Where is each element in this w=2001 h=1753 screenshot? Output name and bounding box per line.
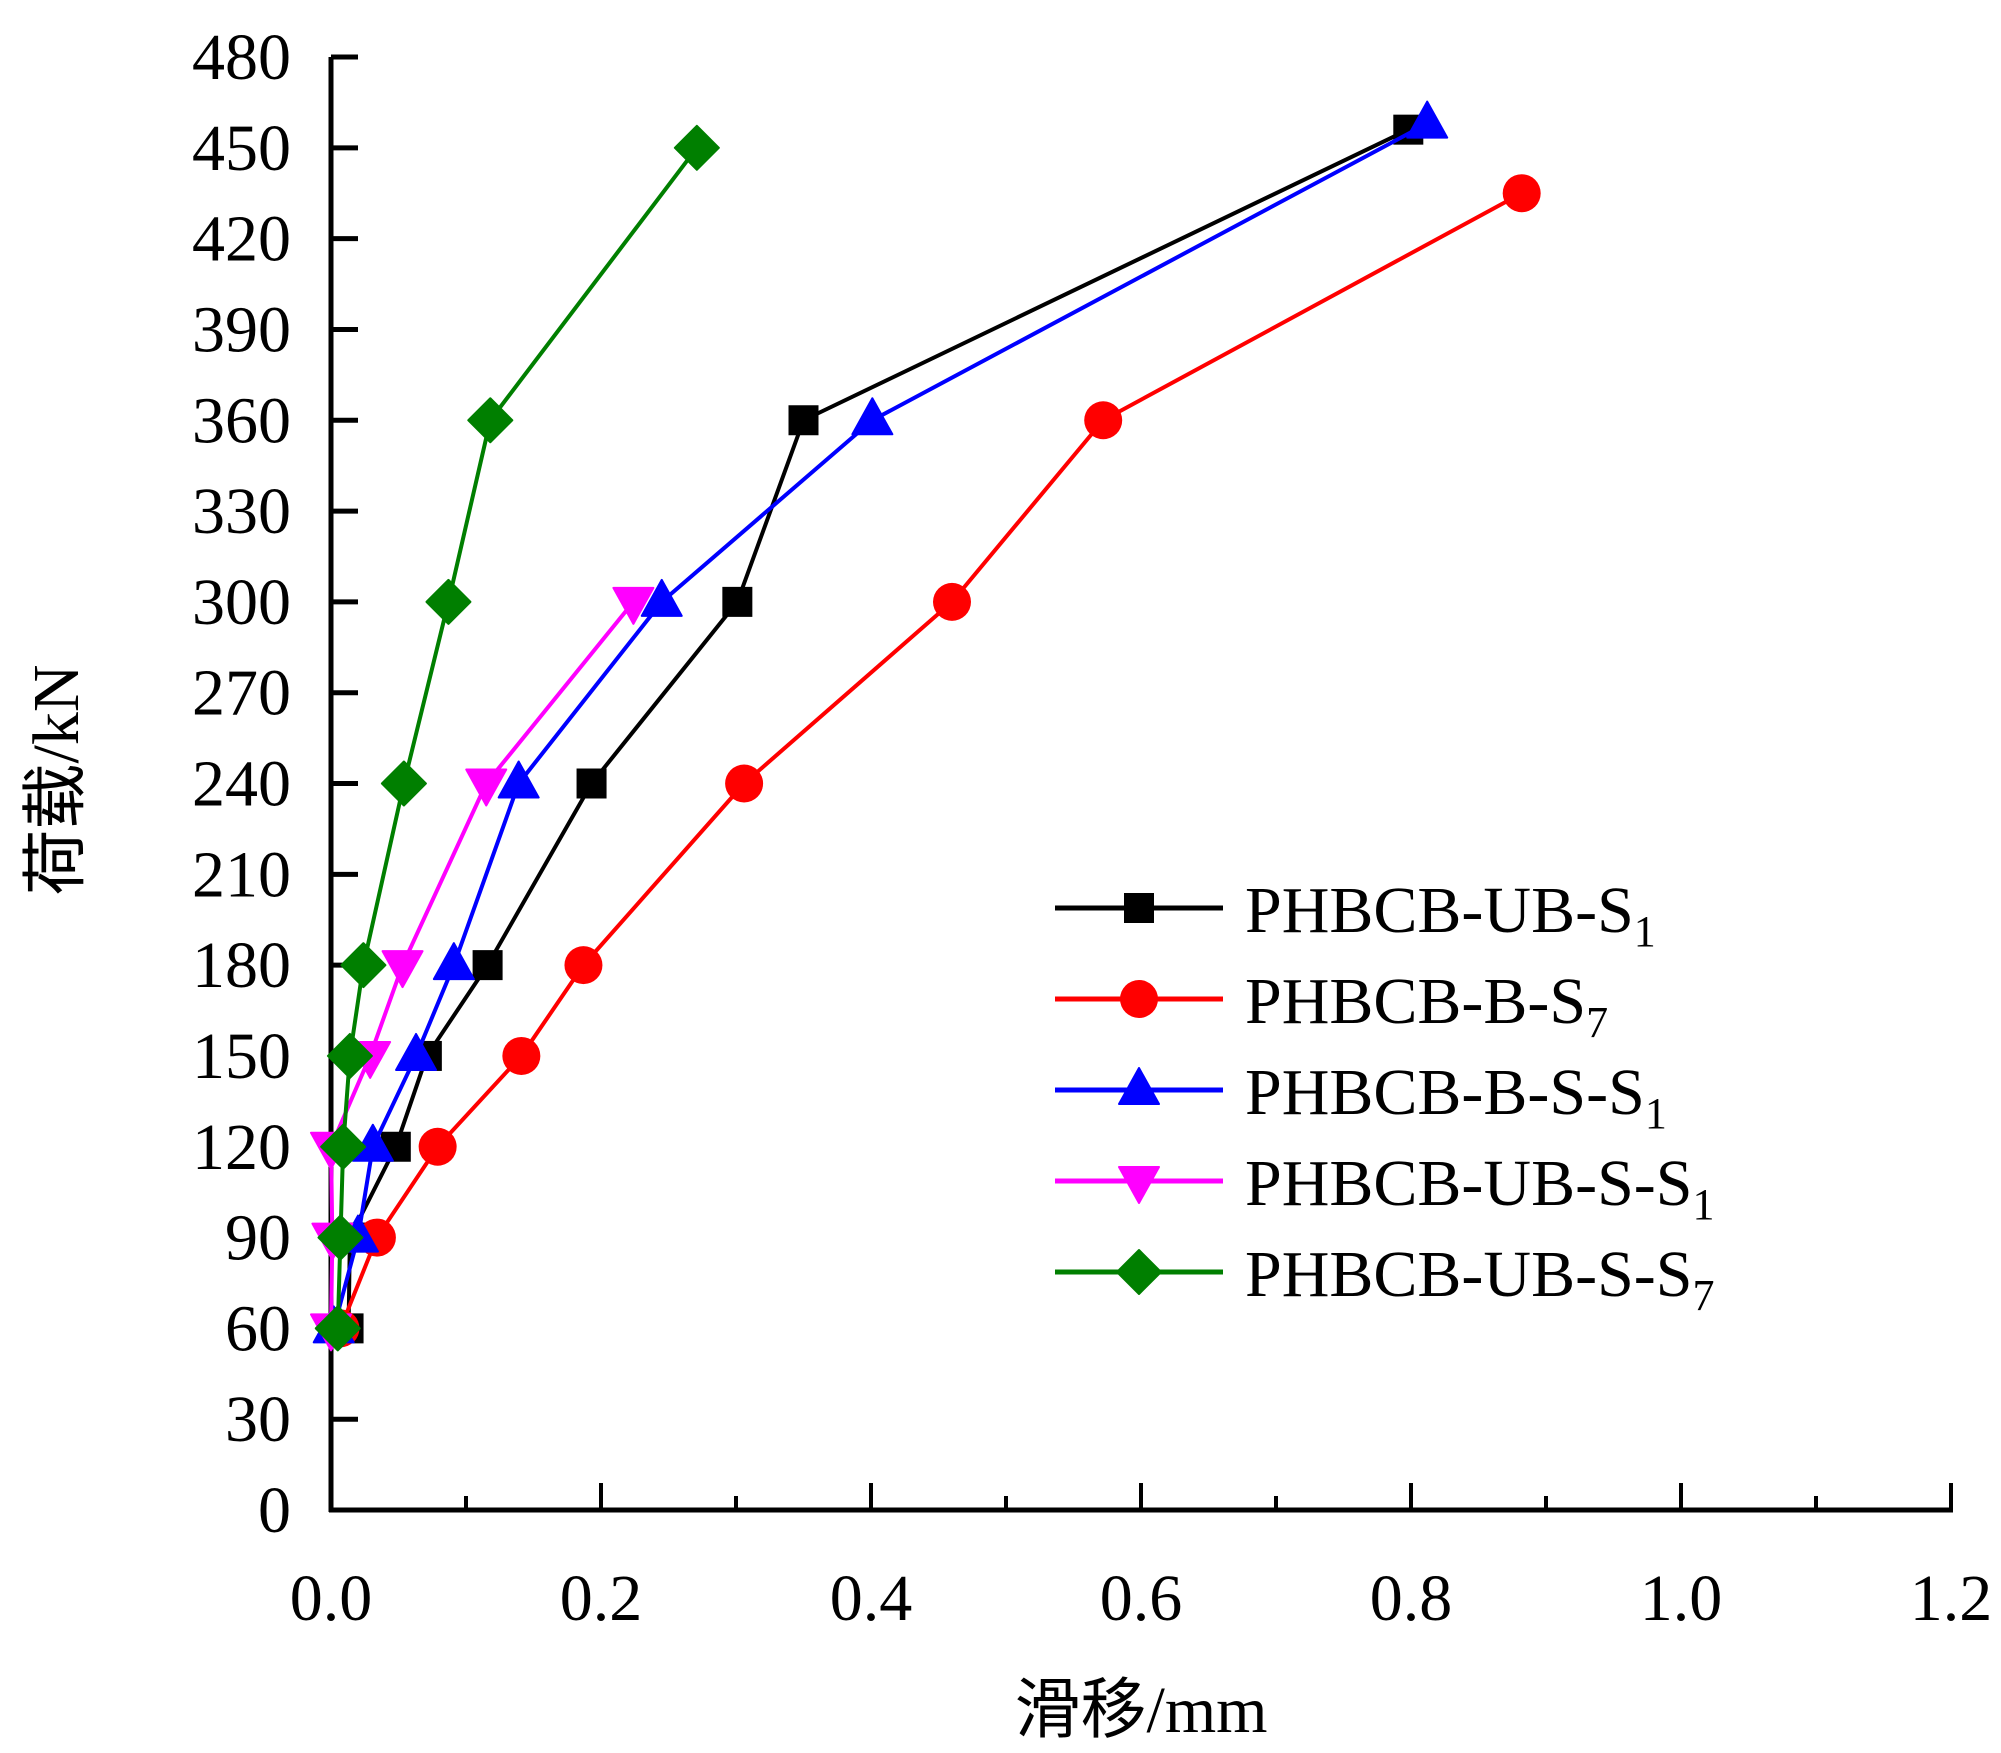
legend-item: PHBCB-B-S7: [1055, 965, 1608, 1047]
data-point: [502, 1036, 541, 1075]
legend-label-subscript: 1: [1634, 907, 1656, 956]
x-axis-title: 滑移/mm: [1014, 1674, 1267, 1747]
data-point: [395, 1032, 438, 1071]
legend-label: PHBCB-B-S7: [1245, 965, 1608, 1047]
y-tick-label: 480: [192, 21, 291, 94]
x-tick-label: 1.0: [1640, 1562, 1723, 1635]
data-point: [418, 1127, 457, 1166]
data-point: [564, 946, 603, 985]
y-tick-label: 0: [258, 1474, 291, 1547]
y-tick-label: 60: [225, 1292, 291, 1365]
legend-label: PHBCB-UB-S-S1: [1245, 1147, 1714, 1229]
y-tick-label: 240: [192, 748, 291, 821]
y-tick-label: 210: [192, 838, 291, 911]
y-tick-label: 30: [225, 1383, 291, 1456]
data-point: [320, 1123, 367, 1170]
x-tick-label: 0.0: [290, 1562, 373, 1635]
y-tick-label: 330: [192, 475, 291, 548]
series-3: [312, 100, 1449, 1344]
y-tick-label: 390: [192, 293, 291, 366]
legend-label: PHBCB-UB-S1: [1245, 874, 1656, 956]
y-axis-title: 荷载/kN: [20, 665, 93, 896]
y-tick-label: 300: [192, 566, 291, 639]
data-point: [612, 586, 655, 625]
data-point: [1502, 174, 1541, 213]
legend-item: PHBCB-UB-S-S1: [1055, 1147, 1714, 1229]
legend-marker: [1124, 893, 1154, 923]
data-point: [467, 397, 514, 444]
y-tick-label: 150: [192, 1020, 291, 1093]
data-point: [1084, 401, 1123, 440]
data-point: [722, 586, 753, 617]
data-point: [425, 578, 472, 625]
data-point: [725, 764, 764, 803]
legend-label-subscript: 7: [1692, 1271, 1714, 1320]
legend-label: PHBCB-UB-S-S7: [1245, 1238, 1714, 1320]
legend-marker: [1118, 1067, 1160, 1105]
legend-item: PHBCB-B-S-S1: [1055, 1056, 1667, 1138]
y-tick-label: 360: [192, 384, 291, 457]
data-point: [472, 950, 503, 981]
data-point: [788, 405, 819, 436]
legend-marker: [1120, 980, 1158, 1018]
data-point: [351, 1123, 394, 1162]
data-point: [640, 578, 683, 617]
data-point: [576, 768, 607, 799]
y-tick-label: 90: [225, 1202, 291, 1275]
y-tick-label: 120: [192, 1111, 291, 1184]
data-point: [380, 760, 427, 807]
legend-item: PHBCB-UB-S-S7: [1055, 1238, 1714, 1320]
y-tick-label: 180: [192, 929, 291, 1002]
x-tick-label: 0.6: [1100, 1562, 1183, 1635]
legend-marker: [1118, 1166, 1160, 1204]
x-tick-label: 0.4: [830, 1562, 913, 1635]
x-tick-label: 0.8: [1370, 1562, 1453, 1635]
legend-item: PHBCB-UB-S1: [1055, 874, 1656, 956]
data-point: [317, 1214, 364, 1261]
legend: PHBCB-UB-S1 PHBCB-B-S7 PHBCB-B-S-S1 PHBCB-U…: [1055, 874, 1714, 1320]
legend-marker: [1116, 1249, 1162, 1295]
data-point: [326, 1032, 373, 1079]
legend-label-subscript: 1: [1645, 1089, 1667, 1138]
data-point: [314, 1305, 361, 1352]
axes: 0 30 60 90 120 150 180 210 240 270 300 330 360 390 420…: [192, 21, 1992, 1635]
data-point: [933, 582, 971, 621]
data-point: [851, 397, 894, 436]
data-point: [340, 942, 387, 989]
series-5: [314, 124, 720, 1352]
x-tick-label: 1.2: [1910, 1562, 1993, 1635]
data-point: [381, 950, 424, 989]
x-tick-label: 0.2: [560, 1562, 643, 1635]
legend-label: PHBCB-B-S-S1: [1245, 1056, 1667, 1138]
data-point: [673, 124, 720, 171]
series-layer: [310, 100, 1541, 1352]
data-point: [497, 760, 540, 799]
y-tick-label: 450: [192, 112, 291, 185]
legend-label-subscript: 1: [1692, 1180, 1714, 1229]
y-tick-label: 420: [192, 203, 291, 276]
data-point: [1406, 100, 1449, 139]
data-point: [432, 942, 475, 981]
data-point: [465, 768, 508, 807]
y-tick-label: 270: [192, 657, 291, 730]
legend-label-subscript: 7: [1586, 998, 1608, 1047]
